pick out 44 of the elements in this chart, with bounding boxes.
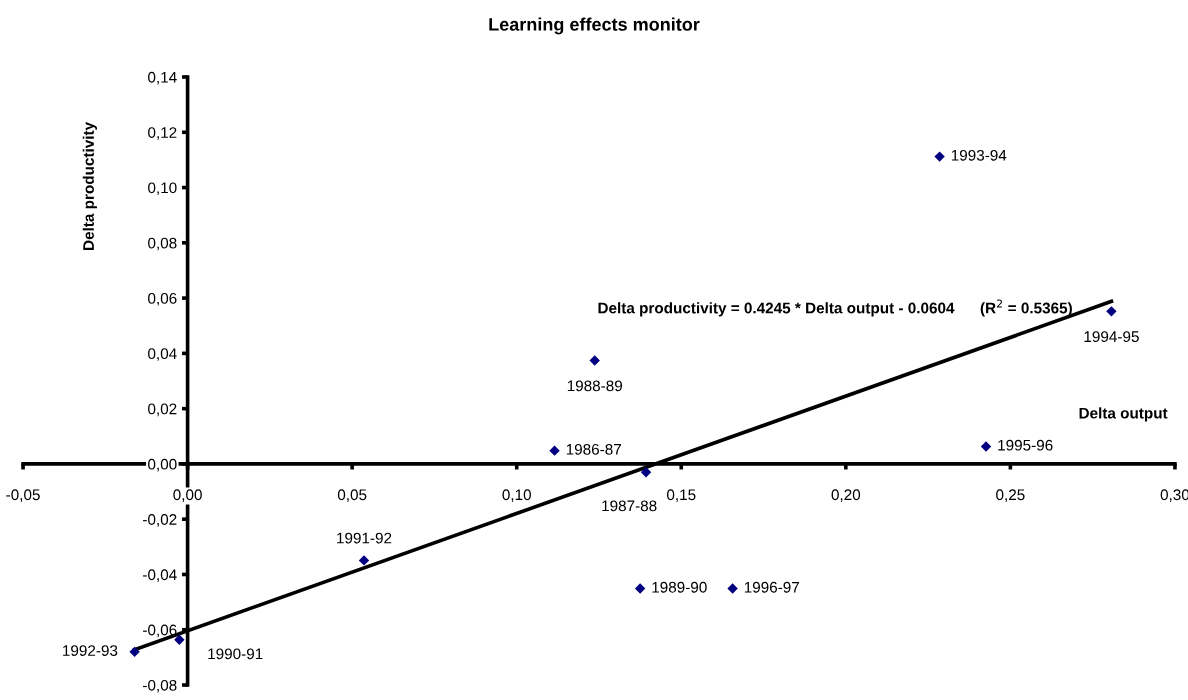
x-tick-label: 0,20	[831, 489, 861, 502]
annotation: 1994-95	[1084, 331, 1139, 343]
y-tick-label: 0,02	[148, 403, 177, 417]
y-tick-label: 0,04	[148, 348, 177, 361]
y-tick-label: -0,08	[143, 679, 177, 693]
y-tick-label: -0,02	[143, 514, 177, 527]
annotation: 1991-92	[337, 532, 392, 544]
y-tick-label: 0,08	[148, 237, 177, 251]
annotation: Delta productivity = 0.4245 * Delta output - 0.0604 (R$^{2}$ = 0.5365)	[598, 299, 1072, 317]
y-tick-label: 0,10	[148, 182, 177, 196]
point	[589, 355, 600, 366]
annotation: 1988-89	[567, 380, 623, 392]
point	[934, 151, 945, 162]
annotation: 1986-87	[566, 443, 621, 455]
point	[549, 445, 560, 456]
point	[640, 467, 652, 478]
x-tick-label: 0,05	[337, 489, 367, 502]
y-tick-label: 0,12	[148, 127, 177, 140]
annotation: 1995-96	[998, 439, 1053, 451]
y-tick-label: -0,04	[143, 569, 177, 582]
annotation: 1989-90	[652, 581, 707, 593]
annotation: 1993-94	[951, 149, 1007, 161]
chart-title: Learning effects monitor	[489, 17, 700, 35]
x-tick-label: 0,15	[667, 489, 696, 502]
point	[129, 646, 140, 658]
annotation: 1996-97	[744, 581, 800, 593]
y-tick-label: 0,14	[148, 71, 177, 85]
x-tick-label: 0,00	[173, 489, 202, 502]
point	[634, 583, 646, 594]
x-tick-label: 0,25	[996, 489, 1025, 502]
annotation: 1990-91	[208, 648, 263, 660]
x-axis-title: Delta output	[1079, 407, 1168, 422]
point	[980, 441, 992, 452]
y-tick-label: 0,06	[148, 292, 177, 306]
y-axis-title: Delta productivity	[82, 122, 97, 250]
y-tick-label: 0,00	[148, 458, 177, 472]
y-tick-label: -0,06	[143, 624, 177, 638]
x-tick-label: -0,05	[6, 489, 40, 502]
annotation: 1987-88	[602, 500, 657, 512]
point	[727, 583, 738, 594]
x-tick-label: 0,10	[502, 489, 531, 502]
point	[1106, 306, 1117, 317]
point	[358, 555, 370, 566]
annotation: 1992-93	[63, 645, 118, 656]
